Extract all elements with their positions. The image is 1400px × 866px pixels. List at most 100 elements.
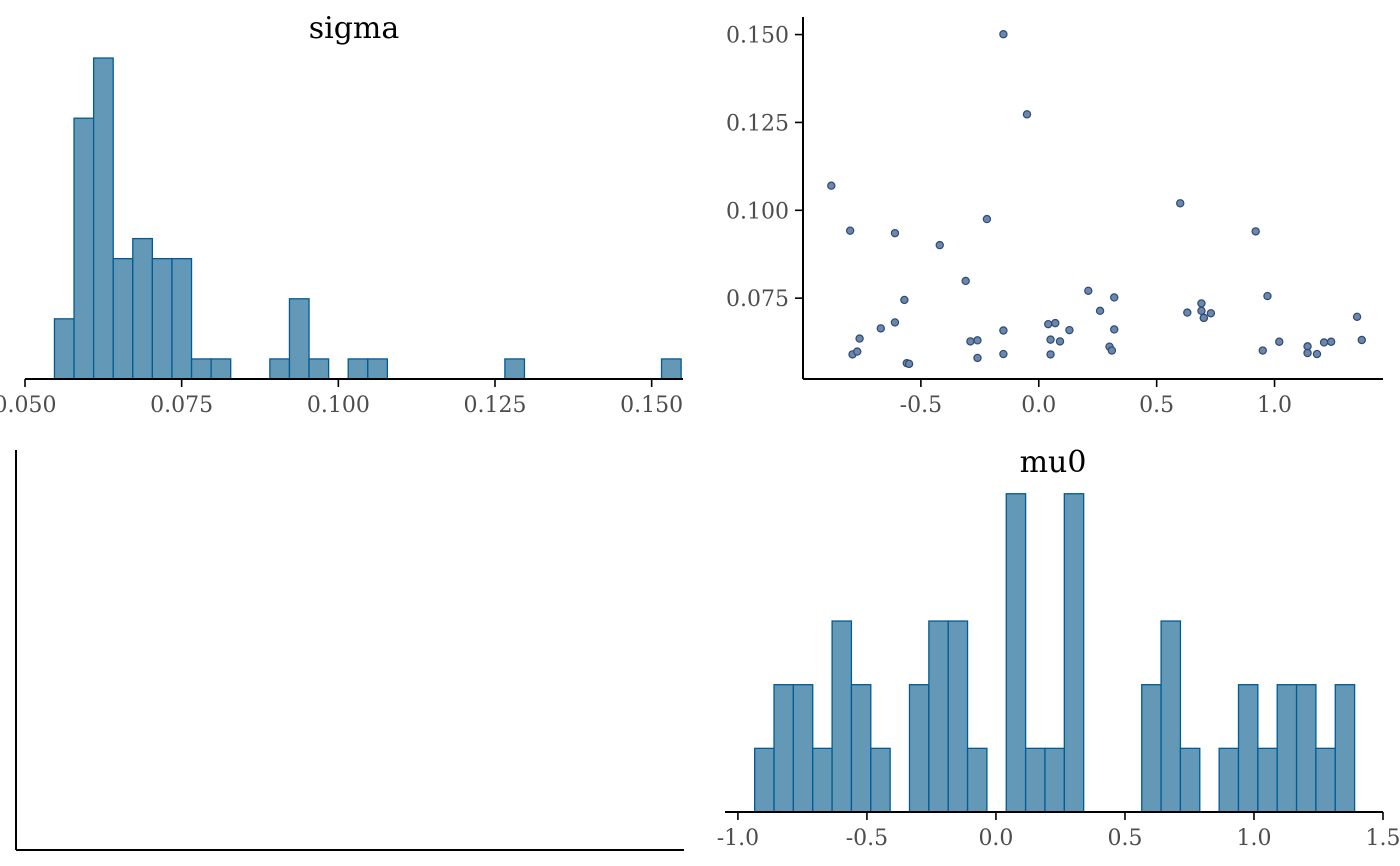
mu0-hist-bar xyxy=(1063,493,1085,813)
scatter-point xyxy=(1046,350,1055,359)
mu0-hist-bar xyxy=(1315,747,1336,813)
mu0-hist-x-tick-label: -0.5 xyxy=(846,826,888,851)
mu0-hist-bar xyxy=(1005,493,1027,813)
sigma-hist-x-tick-label: 0.150 xyxy=(620,393,683,418)
mu0-hist-bar xyxy=(773,684,795,813)
mu0-hist-bar xyxy=(1179,747,1201,813)
sigma-hist-x-tick-label: 0.050 xyxy=(0,393,56,418)
scatter-point xyxy=(876,324,886,333)
scatter-x-ticks: -0.5 0.0 0.5 1.0 xyxy=(900,379,1292,418)
scatter-y-tick-label: 0.125 xyxy=(726,111,789,136)
mu0-hist-bar xyxy=(1044,747,1065,813)
scatter-y-tick-label: 0.150 xyxy=(726,24,789,49)
scatter-point xyxy=(1303,348,1312,358)
scatter-point xyxy=(966,337,975,346)
scatter-point xyxy=(1084,286,1093,295)
scatter-point xyxy=(853,347,862,356)
sigma-hist-bar xyxy=(151,257,173,380)
sigma-hist-bar xyxy=(367,358,389,380)
scatter-point xyxy=(1326,337,1336,346)
sigma-histogram-bars xyxy=(53,57,682,380)
mu0-hist-x-tick-label: 1.0 xyxy=(1236,826,1271,851)
mu0-hist-bar xyxy=(754,747,775,813)
mu0-hist-x-tick-label: -1.0 xyxy=(717,826,759,851)
scatter-point xyxy=(1319,338,1329,347)
scatter-y-tick-label: 0.100 xyxy=(726,199,789,224)
sigma-hist-bar xyxy=(190,358,212,380)
scatter-point xyxy=(1110,293,1119,302)
mu0-hist-x-tick-label: 0.0 xyxy=(978,826,1013,851)
scatter-point xyxy=(999,30,1008,39)
scatter-point xyxy=(1046,335,1055,344)
mu0-hist-bar xyxy=(792,684,814,813)
scatter-point xyxy=(900,295,909,305)
scatter-point xyxy=(1176,199,1185,208)
scatter-point xyxy=(855,334,864,343)
sigma-hist-bar xyxy=(132,237,154,380)
mu0-hist-bar xyxy=(1295,684,1317,813)
sigma-hist-bar xyxy=(53,318,75,380)
mu0-hist-bar xyxy=(1141,684,1162,813)
scatter-point xyxy=(1251,227,1260,236)
scatter-point xyxy=(1022,110,1032,119)
mu0-hist-x-tick-label: 0.5 xyxy=(1107,826,1142,851)
scatter-point xyxy=(973,336,982,345)
scatter-point xyxy=(1197,306,1206,316)
mu0-histogram-panel: mu0 -1.0 -0.5 0.0 0.5 1.0 1.5 xyxy=(717,445,1400,851)
scatter-point xyxy=(1107,346,1117,355)
mu0-hist-bar xyxy=(870,747,891,813)
scatter-point xyxy=(1275,337,1284,346)
scatter-point xyxy=(1095,306,1105,316)
empty-lower-left-panel xyxy=(15,450,684,851)
scatter-point xyxy=(845,226,855,235)
scatter-point xyxy=(1357,335,1366,345)
mu0-hist-bar xyxy=(850,684,872,813)
scatter-x-tick-label: 0.5 xyxy=(1139,393,1174,418)
scatter-point xyxy=(1258,346,1267,355)
scatter-x-tick-label: 0.0 xyxy=(1021,393,1056,418)
scatter-point xyxy=(1044,319,1053,329)
scatter-point xyxy=(973,353,982,363)
scatter-y-tick-label: 0.075 xyxy=(726,287,789,312)
sigma-hist-bar xyxy=(171,257,193,380)
scatter-point xyxy=(904,359,914,369)
sigma-hist-bar xyxy=(308,358,330,380)
mu0-hist-bar xyxy=(812,747,833,813)
sigma-hist-bar xyxy=(112,257,134,380)
mu0-hist-bar xyxy=(1334,684,1356,813)
sigma-hist-bar xyxy=(288,298,310,380)
sigma-hist-bar xyxy=(210,358,232,380)
sigma-x-ticks: 0.050 0.075 0.100 0.125 0.150 xyxy=(0,379,683,418)
scatter-point xyxy=(1051,318,1060,328)
scatter-y-ticks: 0.075 0.100 0.125 0.150 xyxy=(726,24,803,312)
mu0-sigma-scatter-panel: -0.5 0.0 0.5 1.0 0.075 0.100 0.125 0.150 xyxy=(726,17,1383,418)
scatter-x-tick-label: -0.5 xyxy=(900,393,942,418)
scatter-point xyxy=(1183,308,1192,317)
scatter-point xyxy=(1206,309,1216,318)
scatter-point xyxy=(935,240,944,250)
mu0-hist-bar xyxy=(966,747,988,813)
mu0-hist-bar xyxy=(1257,747,1278,813)
mu0-hist-x-tick-label: 1.5 xyxy=(1366,826,1400,851)
scatter-point xyxy=(982,214,992,224)
sigma-hist-bar xyxy=(73,117,95,380)
sigma-histogram-panel: sigma 0.050 0.075 0.100 0.125 0.150 xyxy=(0,11,683,418)
mu0-hist-bar xyxy=(1276,684,1298,813)
mu0-hist-bar xyxy=(831,620,853,813)
sigma-hist-x-tick-label: 0.125 xyxy=(464,393,527,418)
scatter-x-tick-label: 1.0 xyxy=(1257,393,1292,418)
scatter-point xyxy=(999,349,1008,359)
scatter-point xyxy=(1055,337,1065,346)
sigma-hist-bar xyxy=(347,358,369,380)
scatter-point xyxy=(1199,313,1209,323)
scatter-point xyxy=(961,276,970,286)
scatter-point xyxy=(1065,325,1074,335)
scatter-point xyxy=(1197,299,1206,308)
sigma-hist-bar xyxy=(269,358,291,380)
scatter-point xyxy=(999,326,1008,335)
scatter-point xyxy=(890,228,900,238)
sigma-hist-bar xyxy=(92,57,114,380)
scatter-points xyxy=(827,30,1366,369)
mu0-hist-bar xyxy=(1160,620,1182,813)
